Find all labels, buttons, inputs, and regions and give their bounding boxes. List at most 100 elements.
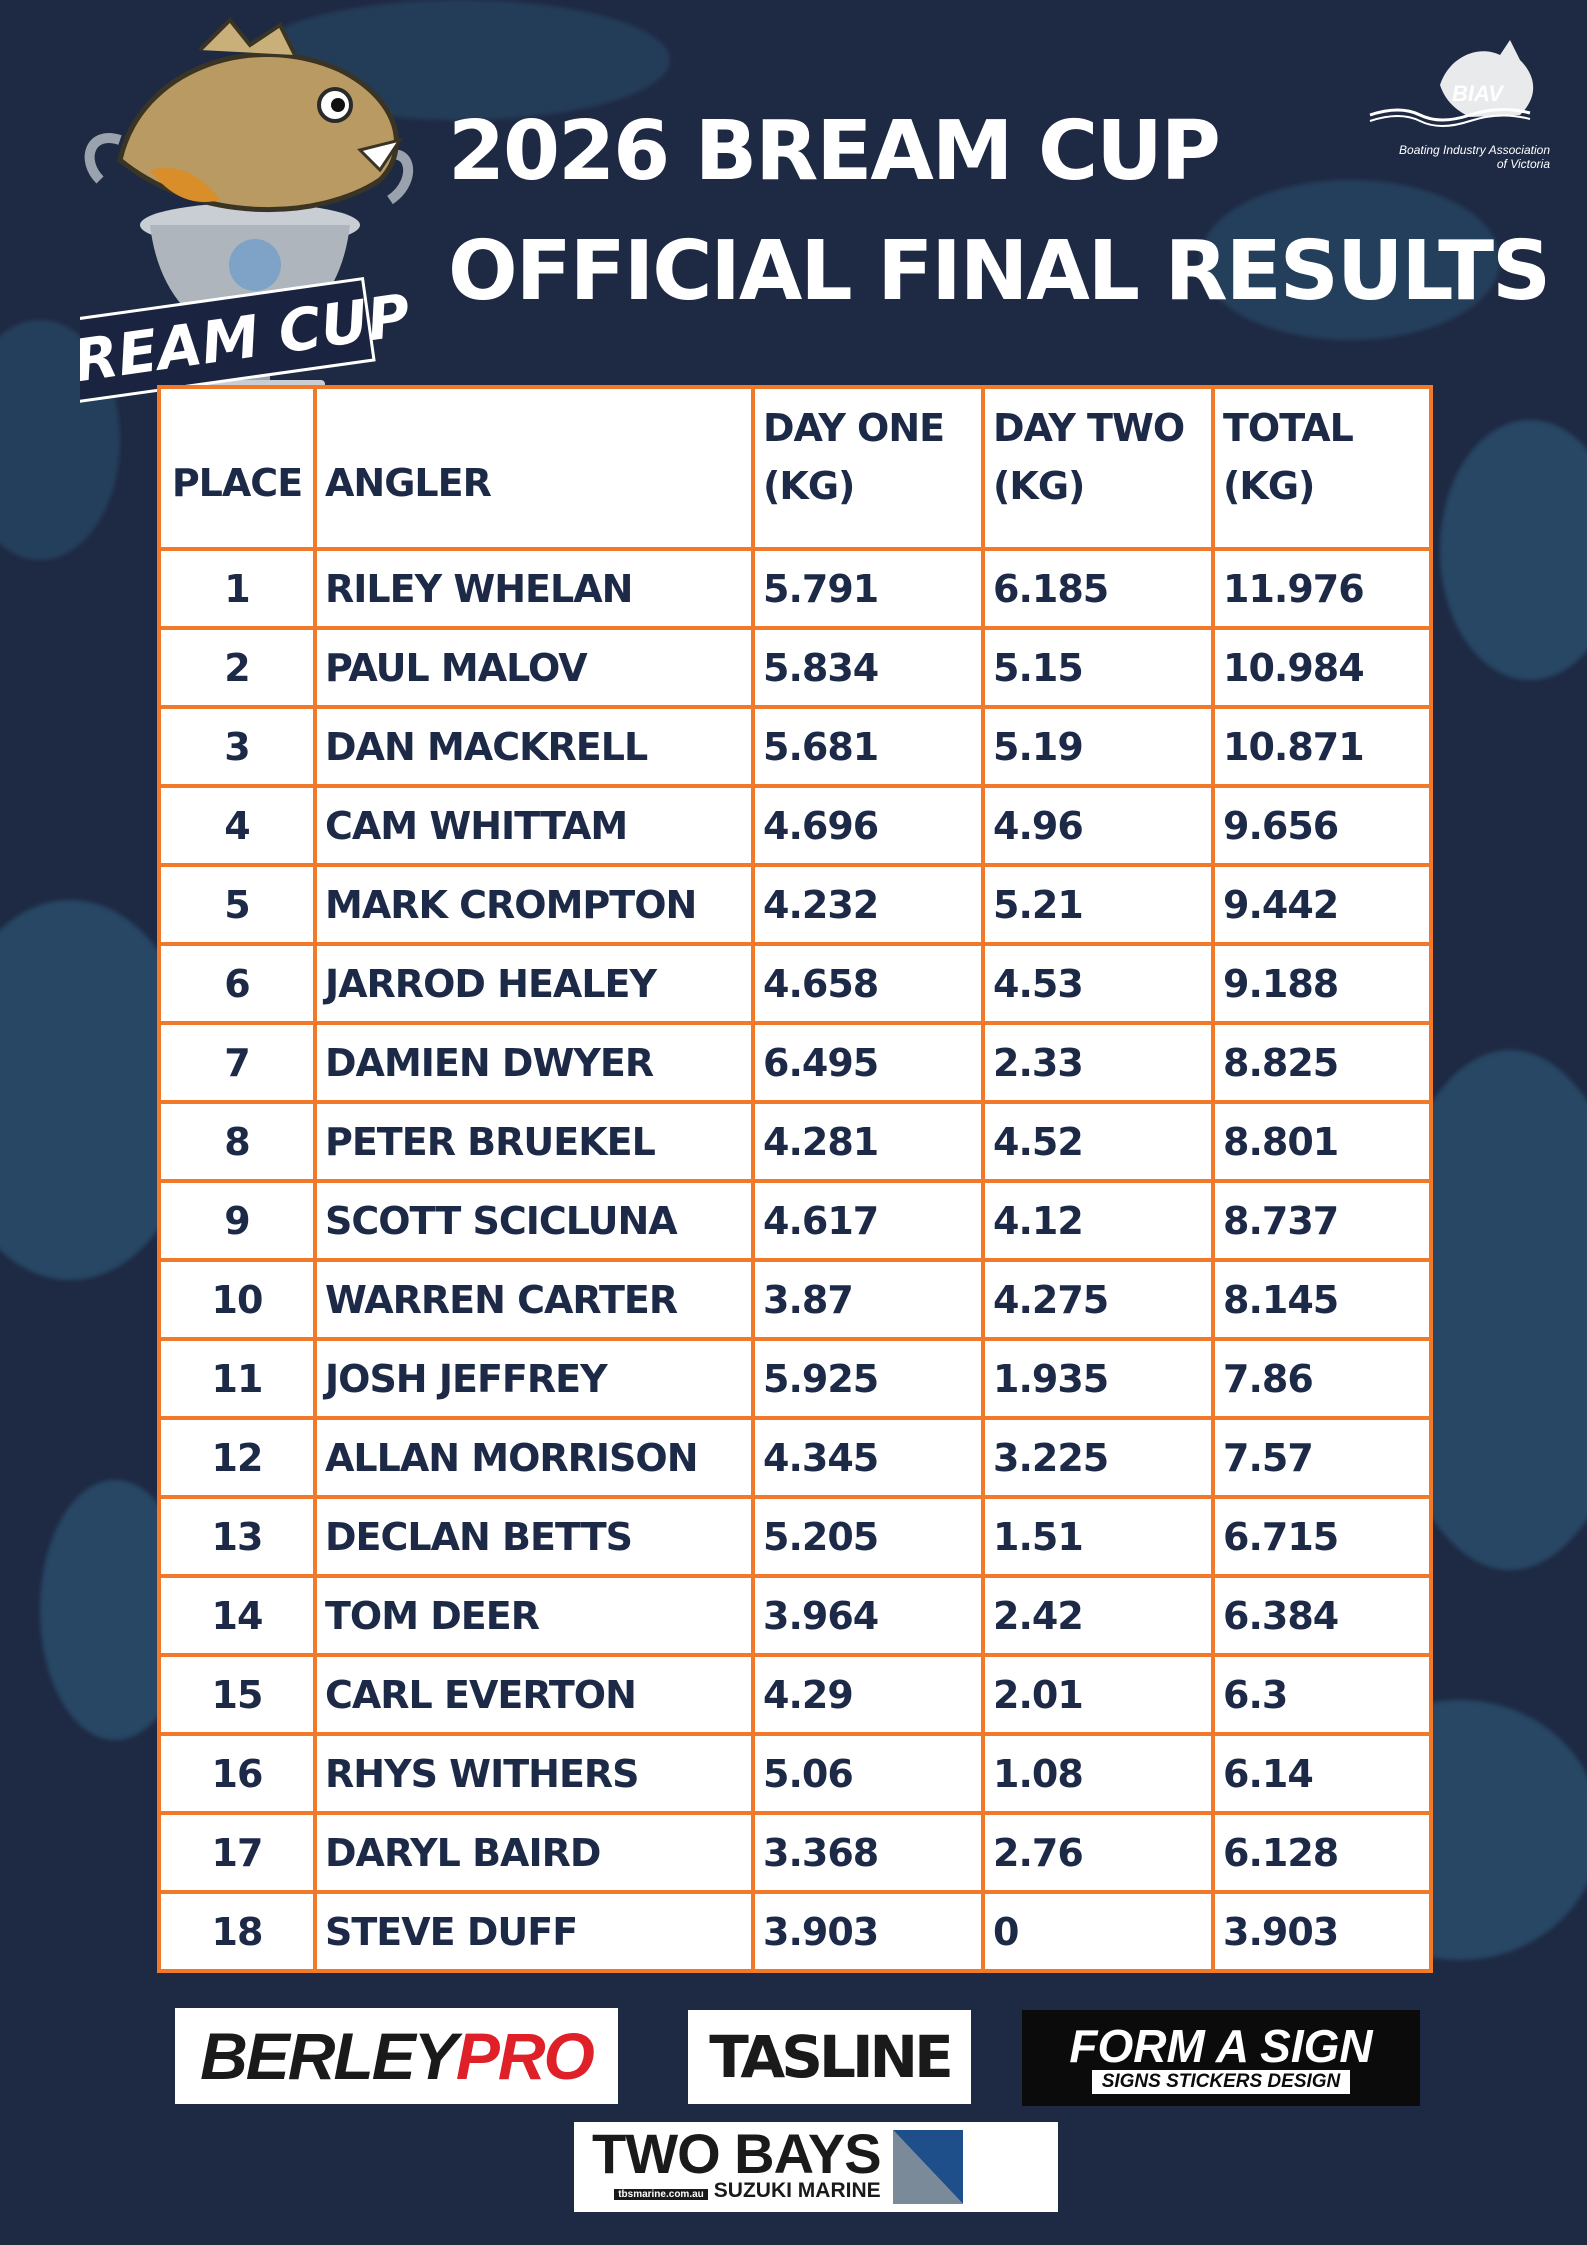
day-two-cell: 1.08 [981, 1732, 1215, 1815]
table-row: 17 DARYL BAIRD 3.368 2.76 6.128 [157, 1811, 1433, 1894]
table-row: 5 MARK CROMPTON 4.232 5.21 9.442 [157, 863, 1433, 946]
place-cell: 4 [157, 784, 317, 867]
total-cell: 6.14 [1211, 1732, 1433, 1815]
total-cell: 8.801 [1211, 1100, 1433, 1183]
header-place: PLACE [157, 385, 317, 551]
biav-name: BIAV [1452, 81, 1503, 106]
header-angler: ANGLER [313, 385, 755, 551]
place-cell: 16 [157, 1732, 317, 1815]
day-one-cell: 4.658 [751, 942, 985, 1025]
day-one-cell: 5.791 [751, 547, 985, 630]
day-one-cell: 6.495 [751, 1021, 985, 1104]
day-two-cell: 3.225 [981, 1416, 1215, 1499]
place-cell: 6 [157, 942, 317, 1025]
angler-cell: TOM DEER [313, 1574, 755, 1657]
header-row: PLACE ANGLER DAY ONE (KG) DAY TWO (KG) TOT… [157, 385, 1433, 551]
total-cell: 6.3 [1211, 1653, 1433, 1736]
day-one-cell: 3.964 [751, 1574, 985, 1657]
angler-cell: SCOTT SCICLUNA [313, 1179, 755, 1262]
australia-map-icon [1369, 40, 1534, 127]
total-cell: 6.384 [1211, 1574, 1433, 1657]
berleypro-logo: BERLEY PRO [175, 2008, 618, 2104]
day-one-cell: 4.617 [751, 1179, 985, 1262]
day-one-cell: 3.87 [751, 1258, 985, 1341]
angler-cell: DARYL BAIRD [313, 1811, 755, 1894]
table-row: 13 DECLAN BETTS 5.205 1.51 6.715 [157, 1495, 1433, 1578]
day-two-cell: 5.21 [981, 863, 1215, 946]
table-row: 14 TOM DEER 3.964 2.42 6.384 [157, 1574, 1433, 1657]
place-cell: 5 [157, 863, 317, 946]
header-day-one: DAY ONE (KG) [751, 385, 985, 551]
day-two-cell: 2.76 [981, 1811, 1215, 1894]
day-two-cell: 2.33 [981, 1021, 1215, 1104]
day-one-cell: 4.696 [751, 784, 985, 867]
results-body: 1 RILEY WHELAN 5.791 6.185 11.976 2 PAUL MALOV… [157, 547, 1433, 1973]
angler-cell: PETER BRUEKEL [313, 1100, 755, 1183]
total-cell: 8.737 [1211, 1179, 1433, 1262]
total-cell: 9.188 [1211, 942, 1433, 1025]
table-row: 15 CARL EVERTON 4.29 2.01 6.3 [157, 1653, 1433, 1736]
angler-cell: RHYS WITHERS [313, 1732, 755, 1815]
total-cell: 8.825 [1211, 1021, 1433, 1104]
header-day-two: DAY TWO (KG) [981, 385, 1215, 551]
angler-cell: DAMIEN DWYER [313, 1021, 755, 1104]
day-one-cell: 5.834 [751, 626, 985, 709]
day-one-cell: 3.903 [751, 1890, 985, 1973]
place-cell: 2 [157, 626, 317, 709]
total-cell: 9.656 [1211, 784, 1433, 867]
total-cell: 6.128 [1211, 1811, 1433, 1894]
total-cell: 8.145 [1211, 1258, 1433, 1341]
two-bays-suzuki-logo: TWO BAYS tbsmarine.com.au SUZUKI MARINE [574, 2122, 1058, 2212]
day-two-cell: 4.52 [981, 1100, 1215, 1183]
biav-logo: BIAV Boating Industry Association of Vic… [1360, 35, 1550, 185]
day-two-cell: 5.19 [981, 705, 1215, 788]
day-two-cell: 1.935 [981, 1337, 1215, 1420]
place-cell: 13 [157, 1495, 317, 1578]
table-row: 6 JARROD HEALEY 4.658 4.53 9.188 [157, 942, 1433, 1025]
angler-cell: CARL EVERTON [313, 1653, 755, 1736]
place-cell: 10 [157, 1258, 317, 1341]
total-cell: 7.57 [1211, 1416, 1433, 1499]
table-row: 1 RILEY WHELAN 5.791 6.185 11.976 [157, 547, 1433, 630]
day-one-cell: 4.232 [751, 863, 985, 946]
table-row: 8 PETER BRUEKEL 4.281 4.52 8.801 [157, 1100, 1433, 1183]
place-cell: 18 [157, 1890, 317, 1973]
angler-cell: WARREN CARTER [313, 1258, 755, 1341]
day-one-cell: 5.06 [751, 1732, 985, 1815]
total-cell: 7.86 [1211, 1337, 1433, 1420]
table-row: 3 DAN MACKRELL 5.681 5.19 10.871 [157, 705, 1433, 788]
total-cell: 6.715 [1211, 1495, 1433, 1578]
place-cell: 8 [157, 1100, 317, 1183]
day-one-cell: 4.345 [751, 1416, 985, 1499]
place-cell: 3 [157, 705, 317, 788]
place-cell: 12 [157, 1416, 317, 1499]
table-row: 12 ALLAN MORRISON 4.345 3.225 7.57 [157, 1416, 1433, 1499]
table-row: 18 STEVE DUFF 3.903 0 3.903 [157, 1890, 1433, 1973]
total-cell: 10.871 [1211, 705, 1433, 788]
table-row: 16 RHYS WITHERS 5.06 1.08 6.14 [157, 1732, 1433, 1815]
suzuki-mark-icon [892, 2130, 963, 2204]
place-cell: 14 [157, 1574, 317, 1657]
form-a-sign-logo: FORM A SIGN SIGNS STICKERS DESIGN [1022, 2010, 1420, 2106]
page-title: 2026 BREAM CUP OFFICIAL FINAL RESULTS [448, 92, 1551, 332]
angler-cell: JARROD HEALEY [313, 942, 755, 1025]
place-cell: 17 [157, 1811, 317, 1894]
total-cell: 10.984 [1211, 626, 1433, 709]
angler-cell: ALLAN MORRISON [313, 1416, 755, 1499]
day-one-cell: 4.29 [751, 1653, 985, 1736]
title-line-2: OFFICIAL FINAL RESULTS [448, 224, 1551, 319]
day-one-cell: 4.281 [751, 1100, 985, 1183]
day-one-cell: 5.205 [751, 1495, 985, 1578]
table-row: 9 SCOTT SCICLUNA 4.617 4.12 8.737 [157, 1179, 1433, 1262]
twobays-sub: SUZUKI MARINE [713, 2179, 881, 2202]
twobays-main: TWO BAYS [592, 2122, 882, 2185]
table-row: 2 PAUL MALOV 5.834 5.15 10.984 [157, 626, 1433, 709]
day-two-cell: 6.185 [981, 547, 1215, 630]
day-two-cell: 4.12 [981, 1179, 1215, 1262]
angler-cell: RILEY WHELAN [313, 547, 755, 630]
day-two-cell: 2.01 [981, 1653, 1215, 1736]
angler-cell: MARK CROMPTON [313, 863, 755, 946]
header-total: TOTAL (KG) [1211, 385, 1433, 551]
day-two-cell: 2.42 [981, 1574, 1215, 1657]
angler-cell: DAN MACKRELL [313, 705, 755, 788]
